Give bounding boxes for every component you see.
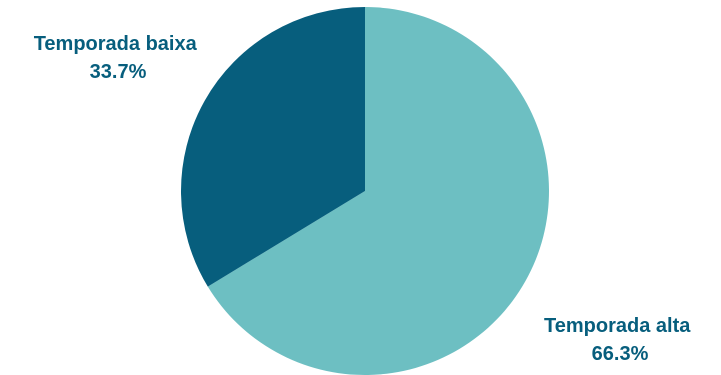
slice-name-temporada-baixa: Temporada baixa [34, 33, 198, 55]
pie-slice-temporada-alta [207, 7, 549, 375]
slice-value-temporada-alta: 66.3% [592, 343, 649, 365]
slice-name-temporada-alta: Temporada alta [544, 315, 691, 337]
slice-label-temporada-alta: Temporada alta 66.3% [544, 315, 696, 365]
slice-value-temporada-baixa: 33.7% [90, 61, 147, 83]
pie-slice-temporada-baixa [180, 7, 365, 287]
slice-label-temporada-baixa: Temporada baixa 33.7% [34, 33, 203, 83]
pie-slices [180, 7, 549, 375]
